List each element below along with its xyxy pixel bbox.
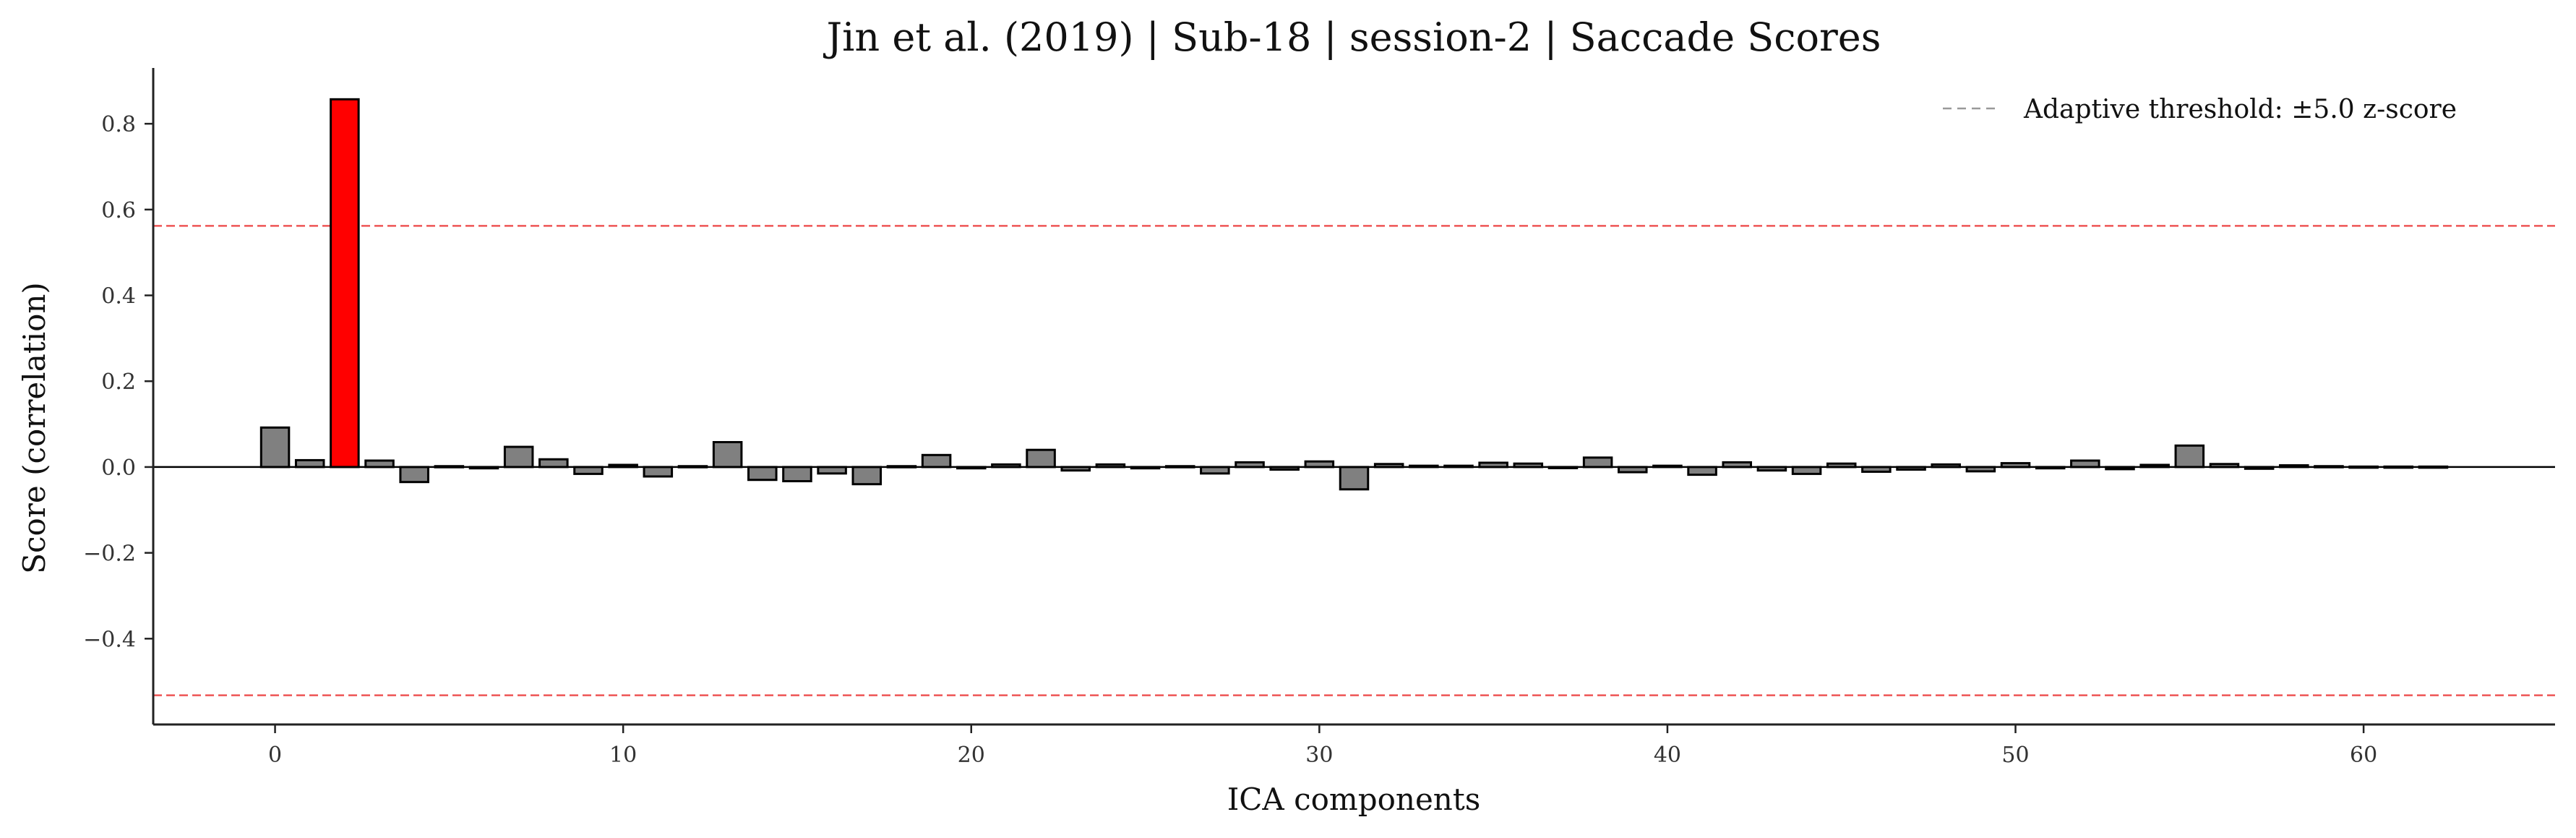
bar-component-22 — [1026, 448, 1056, 469]
legend: Adaptive threshold: ±5.0 z-score — [1943, 95, 2457, 124]
bar-component-15 — [782, 466, 812, 483]
bar-component-11 — [643, 466, 674, 478]
bar-component-44 — [1791, 466, 1822, 475]
bar-component-2 — [330, 98, 360, 469]
y-tick-label-6: 0.8 — [101, 112, 136, 137]
bar-component-52 — [2070, 459, 2100, 469]
x-tick-label-40: 40 — [1654, 743, 1681, 768]
bar-component-27 — [1200, 466, 1230, 475]
bar-component-55 — [2174, 444, 2205, 469]
x-axis-title: ICA components — [1227, 782, 1481, 817]
y-tick-label-5: 0.6 — [101, 198, 136, 223]
plot-area: 0 10 20 30 40 50 60 −0.4 −0.2 0.0 0.2 0.4 0.6 0.8 — [83, 68, 2555, 768]
bar-component-14 — [747, 466, 778, 482]
y-tick-label-0: −0.4 — [83, 627, 136, 652]
x-tick-label-50: 50 — [2001, 743, 2029, 768]
chart-title: Jin et al. (2019) | Sub-18 | session-2 |… — [823, 14, 1881, 60]
y-tick-label-1: −0.2 — [83, 542, 136, 567]
bar-component-41 — [1687, 466, 1717, 476]
y-tick-label-2: 0.0 — [101, 456, 136, 481]
bar-component-1 — [294, 458, 325, 469]
y-tick-label-4: 0.4 — [101, 284, 136, 309]
x-tick-label-10: 10 — [609, 743, 637, 768]
bar-component-31 — [1339, 466, 1370, 491]
bar-component-19 — [921, 453, 952, 469]
y-tick-label-3: 0.2 — [101, 369, 136, 395]
x-tick-label-30: 30 — [1305, 743, 1333, 768]
bar-component-0 — [259, 426, 291, 469]
x-tick-label-0: 0 — [268, 743, 282, 768]
bar-component-4 — [399, 466, 429, 484]
legend-threshold-label: Adaptive threshold: ±5.0 z-score — [2023, 95, 2457, 124]
bar-component-7 — [503, 445, 534, 469]
bar-component-38 — [1582, 456, 1613, 469]
x-tick-label-60: 60 — [2350, 743, 2377, 768]
bar-component-3 — [364, 459, 395, 469]
bar-component-17 — [851, 466, 883, 486]
x-tick-label-20: 20 — [958, 743, 985, 768]
bar-component-16 — [817, 466, 847, 475]
bar-component-9 — [573, 466, 604, 475]
y-axis-title: Score (correlation) — [17, 282, 52, 574]
bar-component-13 — [712, 441, 743, 469]
bar-component-8 — [538, 458, 569, 469]
